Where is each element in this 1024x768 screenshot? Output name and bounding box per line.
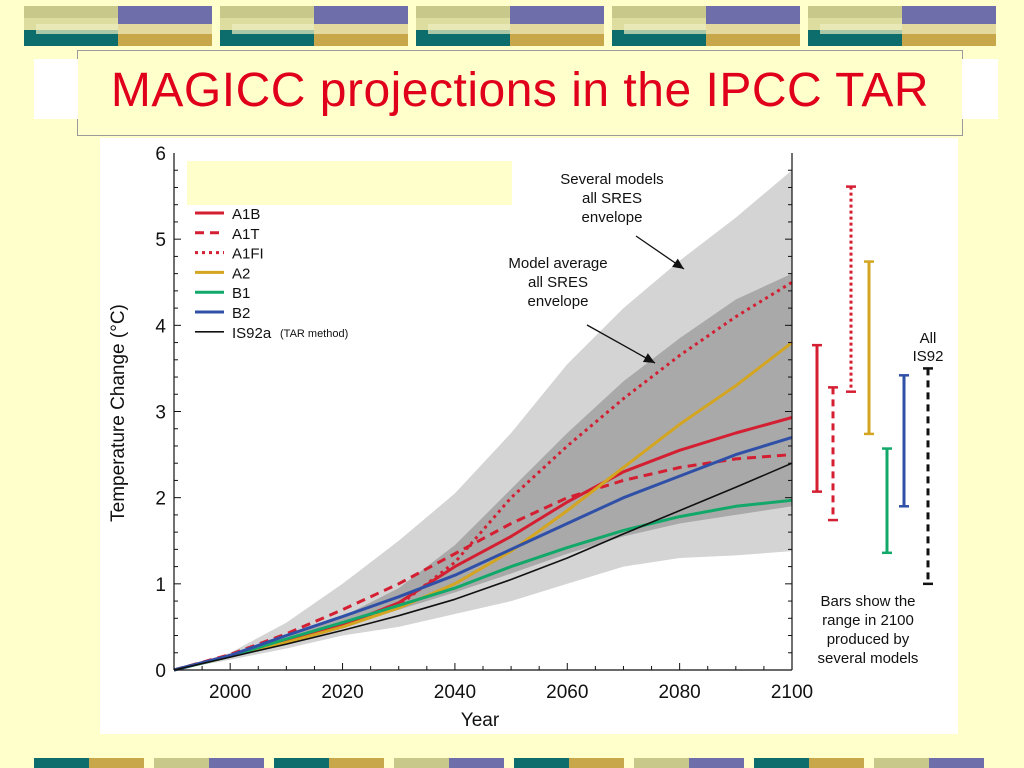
- deco-block: [874, 758, 984, 768]
- series-line-is92a: [173, 462, 793, 671]
- x-tick-label: 2000: [209, 682, 251, 703]
- legend-note: (TAR method): [280, 328, 348, 340]
- annotation-line: IS92: [913, 348, 944, 365]
- deco-block: [612, 6, 800, 46]
- annotation-line: all SRES: [582, 190, 642, 207]
- x-axis-title: Year: [461, 710, 500, 731]
- legend-background: [187, 161, 512, 205]
- legend-item-a1t: A1T: [195, 226, 260, 243]
- legend-label: A1T: [232, 226, 260, 243]
- legend-label: B1: [232, 285, 250, 302]
- axes-layer: 0 1 2 3 4 5 6 2000 2020 2040 2060 2080 2100: [155, 144, 813, 703]
- range-bar-a2: [864, 260, 874, 436]
- y-tick-label: 5: [155, 230, 166, 251]
- legend-item-b2: B2: [195, 305, 250, 322]
- deco-block: [754, 758, 864, 768]
- envelopes-layer: [174, 170, 792, 670]
- range-bar-a1fi: [846, 185, 856, 393]
- series-line-a2: [173, 341, 793, 672]
- deco-block: [394, 758, 504, 768]
- y-tick-label: 6: [155, 144, 166, 165]
- x-tick-label: 2020: [321, 682, 363, 703]
- legend-label: A1B: [232, 206, 260, 223]
- annotation-line: several models: [818, 650, 919, 667]
- y-tick-label: 1: [155, 575, 166, 596]
- range-bars-layer: [812, 185, 933, 586]
- chart-panel: 0 1 2 3 4 5 6 2000 2020 2040 2060 2080 2100 A1B A1T A1…: [100, 138, 958, 734]
- legend-item-a1fi: A1FI: [195, 246, 264, 263]
- annotation-model-average: Model average all SRES envelope: [508, 255, 607, 310]
- legend-item-a2: A2: [195, 265, 250, 282]
- deco-block: [634, 758, 744, 768]
- x-tick-label: 2060: [546, 682, 588, 703]
- annotation-line: all SRES: [528, 274, 588, 291]
- arrow-several-models: [635, 235, 685, 270]
- y-tick-label: 4: [155, 316, 166, 337]
- series-line-b2: [173, 435, 793, 672]
- y-axis-title: Temperature Change (°C): [108, 304, 129, 522]
- y-tick-label: 2: [155, 489, 166, 510]
- annotation-line: envelope: [528, 293, 589, 310]
- legend-label: IS92a: [232, 325, 272, 342]
- range-bar-b1: [882, 447, 892, 555]
- y-tick-label: 3: [155, 403, 166, 424]
- legend-item-b1: B1: [195, 285, 250, 302]
- legend: A1B A1T A1FI A2 B1 B2 IS92a (TAR method): [195, 206, 348, 342]
- x-tick-label: 2040: [434, 682, 476, 703]
- annotation-several-models: Several models all SRES envelope: [560, 171, 663, 226]
- annotation-line: produced by: [827, 631, 910, 648]
- range-bar-b2: [899, 374, 909, 508]
- deco-block: [34, 758, 144, 768]
- legend-item-a1b: A1B: [195, 206, 260, 223]
- annotation-line: Bars show the: [820, 593, 915, 610]
- annotation-line: Model average: [508, 255, 607, 272]
- annotation-line: envelope: [582, 209, 643, 226]
- top-decoration-band: [0, 6, 1024, 48]
- range-bar-all-is92: [923, 367, 933, 586]
- envelope-several-models: [174, 170, 792, 670]
- legend-label: A1FI: [232, 246, 264, 263]
- series-line-b1: [173, 498, 793, 672]
- arrow-model-average: [586, 324, 656, 364]
- series-layer: [173, 281, 793, 672]
- legend-label: B2: [232, 305, 250, 322]
- legend-label: A2: [232, 265, 250, 282]
- deco-block: [514, 758, 624, 768]
- annotation-bars-note: Bars show the range in 2100 produced by sev…: [818, 593, 919, 667]
- title-box: MAGICC projections in the IPCC TAR: [34, 50, 998, 136]
- deco-block: [416, 6, 604, 46]
- legend-item-is92a: IS92a (TAR method): [195, 325, 348, 342]
- deco-block: [808, 6, 996, 46]
- deco-block: [220, 6, 408, 46]
- envelope-model-average: [174, 273, 792, 670]
- bottom-decoration-band: [0, 758, 1024, 768]
- deco-block: [154, 758, 264, 768]
- slide-title: MAGICC projections in the IPCC TAR: [110, 64, 930, 117]
- range-bar-a1b: [812, 343, 822, 493]
- annotation-line: Several models: [560, 171, 663, 188]
- x-tick-label: 2080: [658, 682, 700, 703]
- x-tick-label: 2100: [771, 682, 813, 703]
- annotation-line: All: [920, 330, 937, 347]
- range-bar-a1t: [828, 386, 838, 522]
- annotation-line: range in 2100: [822, 612, 914, 629]
- deco-block: [24, 6, 212, 46]
- y-tick-label: 0: [155, 661, 166, 682]
- deco-block: [274, 758, 384, 768]
